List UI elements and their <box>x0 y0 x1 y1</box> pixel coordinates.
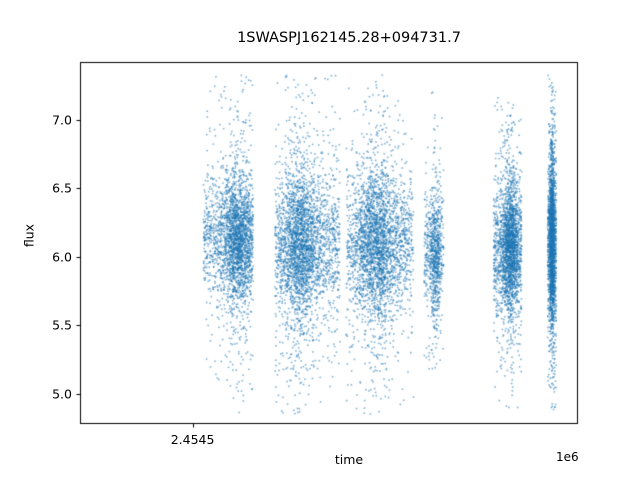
y-axis-label: flux <box>21 223 37 248</box>
y-tick-label: 5.0 <box>52 386 72 402</box>
x-tick-label: 2.4545 <box>170 432 215 447</box>
y-tick-label: 6.5 <box>52 180 72 196</box>
y-tick-label: 6.0 <box>52 249 72 265</box>
y-tick-label: 5.5 <box>52 317 72 333</box>
x-axis-offset-text: 1e6 <box>556 450 579 464</box>
y-tick-label: 7.0 <box>52 112 72 128</box>
x-axis-label: time <box>334 452 364 467</box>
